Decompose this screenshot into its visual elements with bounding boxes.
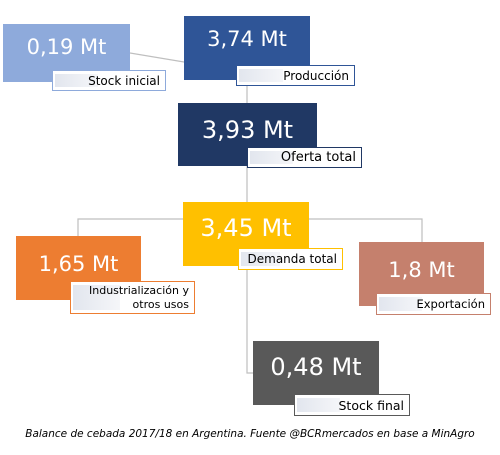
label-demanda-total: Demanda total [238, 248, 343, 270]
label-shade [379, 297, 422, 311]
stock-final-label: Stock final [338, 397, 405, 413]
figure-caption: Balance de cebada 2017/18 en Argentina. … [25, 428, 475, 440]
stock-inicial-label: Stock inicial [88, 73, 160, 88]
label-stock-inicial: Stock inicial [52, 70, 166, 91]
industrializacion-value: 1,65 Mt [38, 252, 119, 276]
demanda-total-label: Demanda total [247, 252, 338, 266]
connector-demanda-to-industrializacion [77, 218, 183, 236]
label-shade [55, 74, 98, 87]
produccion-label: Producción [283, 68, 349, 83]
connector-stock-to-produccion [129, 52, 185, 63]
industrializacion-label: Industrialización y otros usos [89, 283, 189, 311]
label-shade [241, 252, 281, 266]
label-shade [239, 69, 284, 82]
exportacion-value: 1,8 Mt [388, 258, 455, 282]
demanda-total-value: 3,45 Mt [200, 214, 292, 242]
label-oferta-total: Oferta total [247, 147, 362, 168]
stock-final-value: 0,48 Mt [270, 353, 362, 381]
label-exportacion: Exportación [376, 293, 491, 315]
label-produccion: Producción [236, 65, 355, 86]
connector-demanda-to-stock-final [246, 266, 253, 374]
oferta-total-label: Oferta total [280, 150, 356, 165]
label-shade [73, 285, 120, 310]
oferta-total-value: 3,93 Mt [201, 116, 294, 144]
stock-inicial-value: 0,19 Mt [26, 35, 107, 59]
exportacion-label: Exportación [416, 297, 485, 311]
label-stock-final: Stock final [294, 394, 410, 416]
label-shade [250, 151, 293, 164]
label-shade [297, 398, 341, 412]
connector-demanda-to-exportacion [309, 218, 423, 242]
produccion-value: 3,74 Mt [207, 27, 287, 51]
label-industrializacion: Industrialización y otros usos [70, 281, 195, 314]
